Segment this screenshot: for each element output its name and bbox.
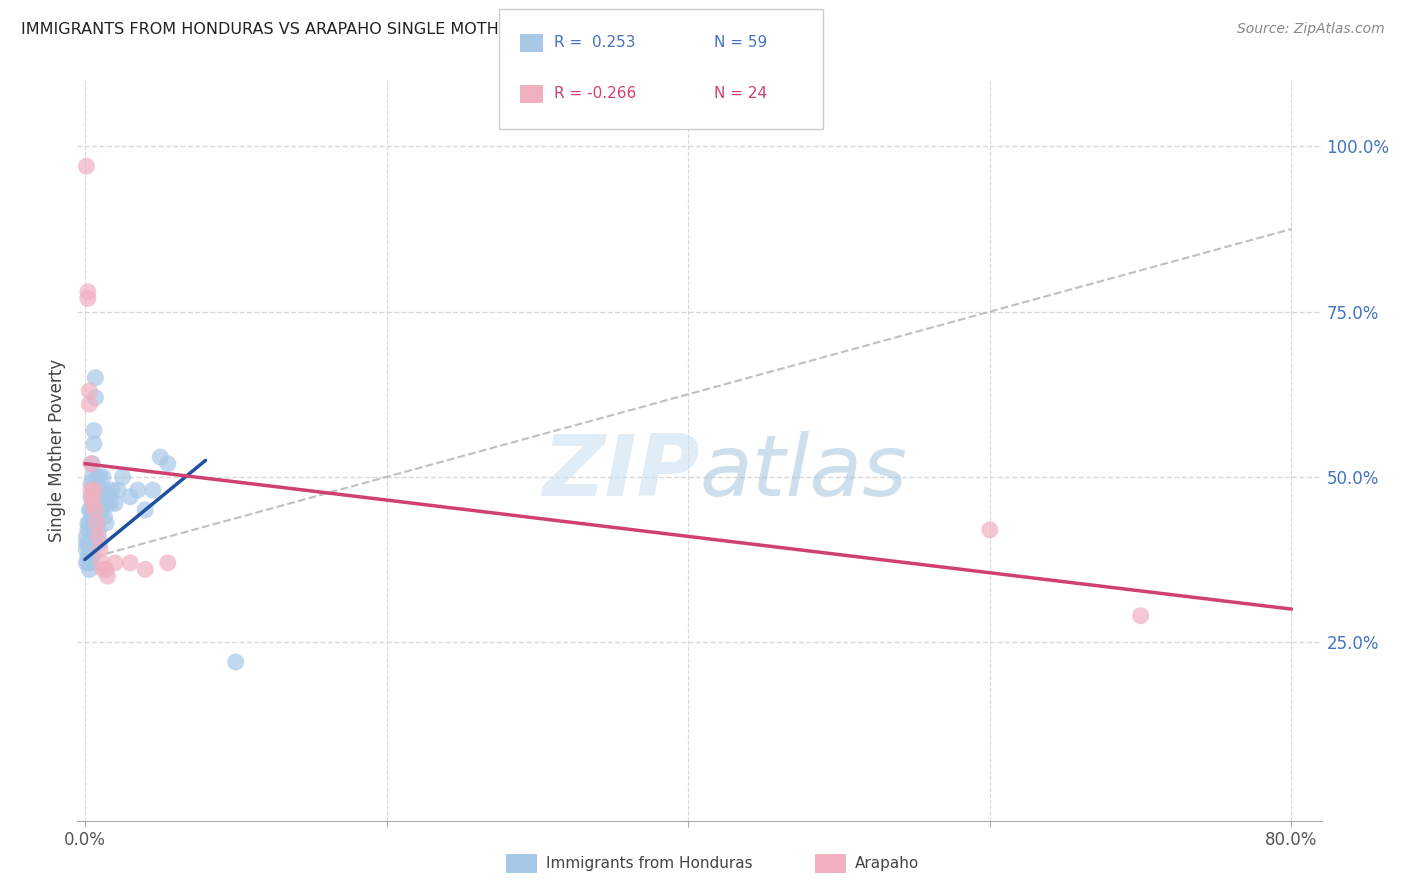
Point [75,536,97,550]
Point [98,490,121,504]
Point [1129,608,1152,623]
Point [80,457,103,471]
Point [86,470,108,484]
Point [84,370,107,384]
Point [75,159,97,173]
Point [104,556,127,570]
Point [91,562,114,576]
Point [80,503,103,517]
Point [77,285,100,299]
Point [91,496,114,510]
Text: R =  0.253: R = 0.253 [554,36,636,50]
Text: Source: ZipAtlas.com: Source: ZipAtlas.com [1237,22,1385,37]
Text: ZIP: ZIP [541,431,700,514]
Point [101,483,124,497]
Point [100,496,122,510]
Point [77,556,100,570]
Point [111,470,134,484]
Point [75,556,97,570]
Point [82,549,104,564]
Point [75,542,97,557]
Point [120,556,142,570]
Text: Immigrants from Honduras: Immigrants from Honduras [546,856,752,871]
Point [77,549,100,564]
Point [82,523,104,537]
Point [94,516,117,531]
Point [90,556,112,570]
Text: atlas: atlas [700,431,907,514]
Point [79,397,101,411]
Point [80,536,103,550]
Point [77,516,100,531]
Point [127,483,149,497]
Point [79,503,101,517]
Point [93,509,115,524]
Point [87,523,110,537]
Point [84,503,107,517]
Point [86,490,108,504]
Point [83,483,105,497]
Point [82,509,104,524]
Point [83,523,105,537]
Point [91,470,114,484]
Point [89,536,111,550]
Point [77,536,100,550]
Point [79,384,101,398]
Point [82,496,104,510]
Point [104,496,127,510]
Point [96,496,118,510]
Point [84,391,107,405]
Point [83,536,105,550]
Point [156,457,179,471]
Point [82,457,104,471]
Point [87,483,110,497]
Point [225,655,247,669]
Point [90,483,112,497]
Point [77,523,100,537]
Point [84,516,107,531]
Text: IMMIGRANTS FROM HONDURAS VS ARAPAHO SINGLE MOTHER POVERTY CORRELATION CHART: IMMIGRANTS FROM HONDURAS VS ARAPAHO SING… [21,22,776,37]
Point [134,503,156,517]
Point [82,490,104,504]
Point [149,450,172,464]
Point [120,490,142,504]
Point [79,562,101,576]
Point [87,529,110,543]
Point [89,470,111,484]
Point [142,483,165,497]
Point [80,476,103,491]
Point [79,549,101,564]
Point [86,516,108,531]
Point [90,503,112,517]
Point [80,490,103,504]
Point [107,483,129,497]
Point [79,516,101,531]
Y-axis label: Single Mother Poverty: Single Mother Poverty [48,359,66,542]
Point [134,562,156,576]
Point [89,542,111,557]
Point [80,556,103,570]
Text: R = -0.266: R = -0.266 [554,87,636,101]
Point [83,437,105,451]
Point [83,424,105,438]
Text: N = 24: N = 24 [714,87,768,101]
Point [89,503,111,517]
Point [93,483,115,497]
Point [156,556,179,570]
Text: Arapaho: Arapaho [855,856,920,871]
Point [86,496,108,510]
Point [82,470,104,484]
Point [75,529,97,543]
Point [77,292,100,306]
Point [96,569,118,583]
Point [80,483,103,497]
Text: N = 59: N = 59 [714,36,768,50]
Point [979,523,1001,537]
Point [94,562,117,576]
